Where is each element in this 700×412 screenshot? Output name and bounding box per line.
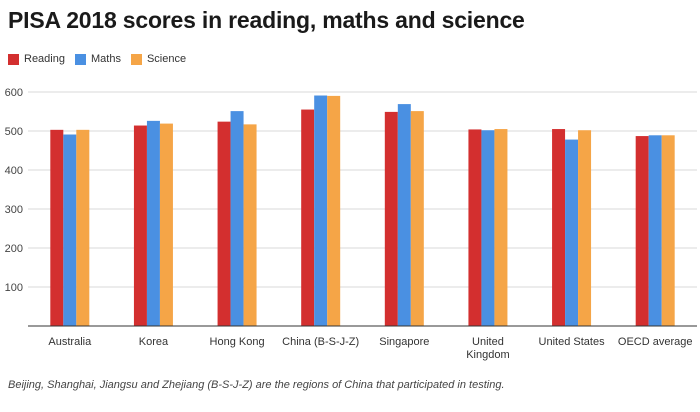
y-axis-ticks: 100 200 300 400 500 600 [5,87,23,294]
legend-item-science: Science [130,53,187,65]
bar-maths-6 [565,139,579,326]
bar-reading-7 [635,136,649,326]
bar-reading-6 [552,129,566,326]
x-tick-label-7: OECD average [618,336,693,348]
y-tick-label-200: 200 [5,243,23,255]
bar-science-3 [327,95,341,327]
x-tick-label-3: China (B-S-J-Z) [282,336,359,348]
y-tick-label-600: 600 [5,87,23,99]
bar-maths-2 [230,111,244,326]
y-tick-label-300: 300 [5,204,23,216]
legend-swatch-reading [8,53,19,65]
bar-reading-4 [384,111,398,326]
x-tick-label-6: United States [539,336,606,348]
x-tick-label-5-line-1: Kingdom [466,349,509,361]
chart-title: PISA 2018 scores in reading, maths and s… [8,7,525,33]
bar-science-2 [243,124,257,327]
y-tick-label-400: 400 [5,165,23,177]
y-tick-label-500: 500 [5,126,23,138]
bar-reading-1 [133,125,147,326]
bar-maths-0 [63,134,77,326]
x-tick-label-2: Hong Kong [210,336,265,348]
bar-science-1 [159,123,173,326]
legend-item-maths: Maths [74,53,121,65]
bar-science-6 [578,130,592,326]
bar-science-7 [661,135,675,326]
chart-legend: Reading Maths Science [8,53,196,65]
legend-label-science: Science [146,53,187,65]
bar-maths-1 [146,120,160,326]
bar-maths-5 [481,130,495,326]
y-tick-label-100: 100 [5,282,23,294]
x-tick-label-0: Australia [48,336,92,348]
legend-swatch-maths [74,53,86,65]
x-tick-label-5-line-0: United [472,336,504,348]
gridlines [28,91,697,288]
bar-reading-0 [50,129,64,326]
bar-reading-5 [468,129,482,326]
bar-reading-2 [217,121,231,326]
x-axis-ticks: Australia Korea Hong Kong China (B-S-J-Z) Si… [48,336,692,361]
bars [50,95,675,327]
bar-science-4 [410,111,424,326]
legend-swatch-science [130,53,142,65]
bar-maths-3 [314,95,328,326]
legend-label-maths: Maths [90,53,121,65]
x-tick-label-4: Singapore [379,336,429,348]
legend-label-reading: Reading [24,53,65,65]
bar-science-0 [76,129,90,326]
bar-maths-4 [397,104,411,326]
bar-maths-7 [648,135,662,326]
legend-item-reading: Reading [8,53,65,65]
x-tick-label-1: Korea [139,336,169,348]
bar-reading-3 [301,109,315,326]
bar-science-5 [494,129,508,326]
chart-footnote: Beijing, Shanghai, Jiangsu and Zhejiang … [8,379,505,391]
